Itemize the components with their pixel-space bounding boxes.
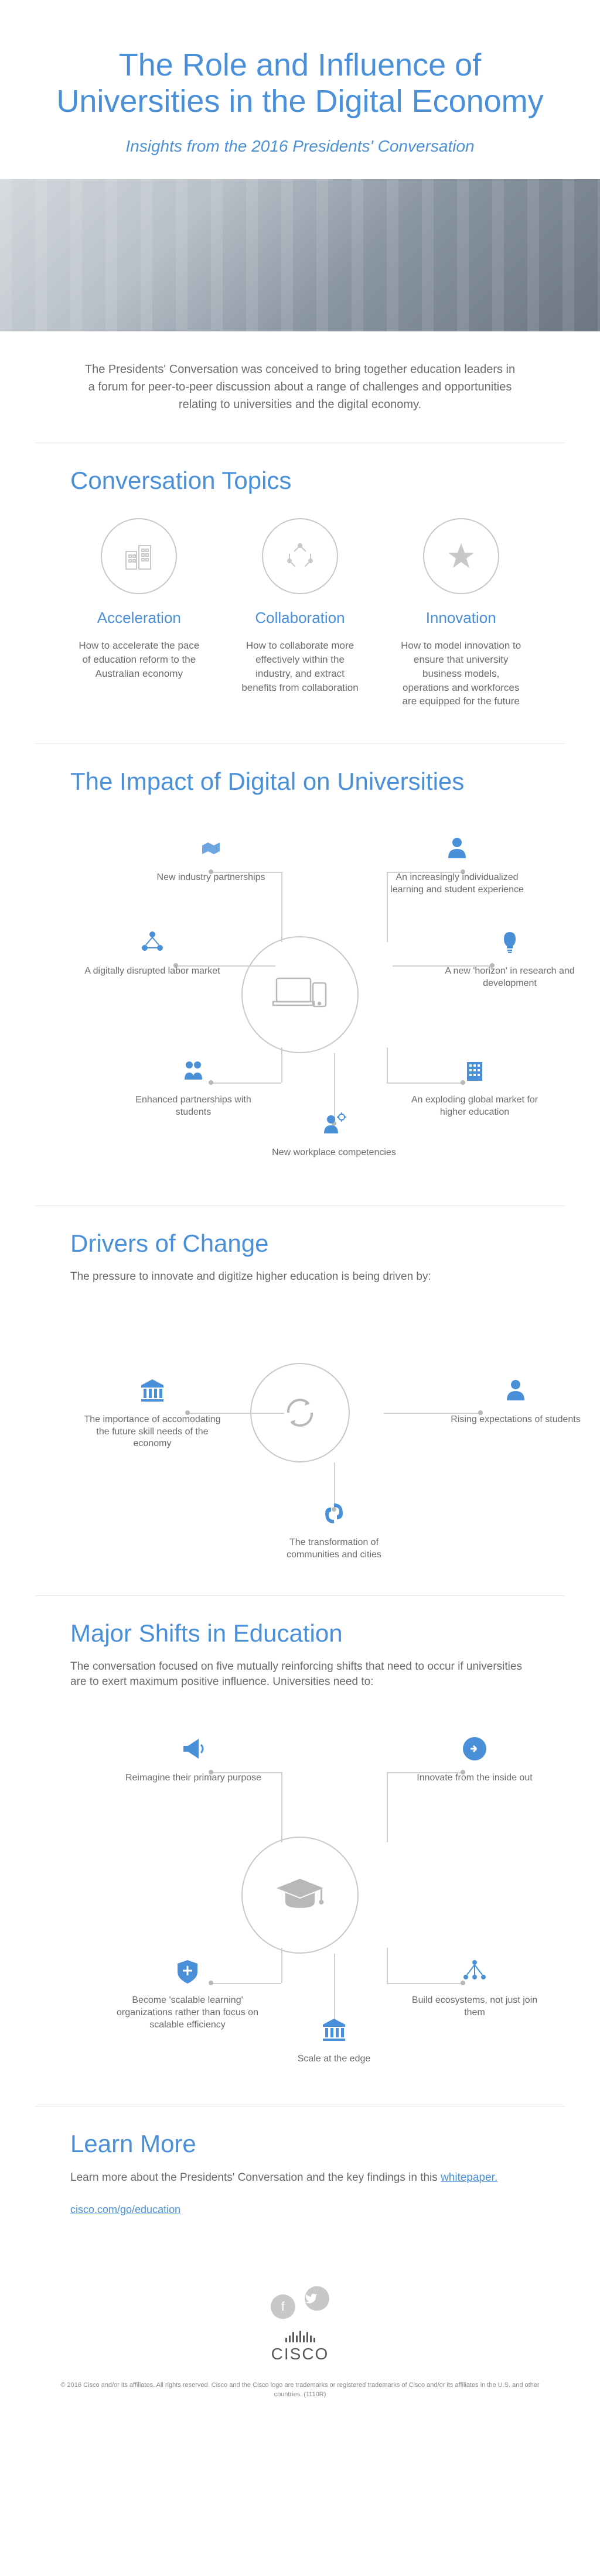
handshake-icon [193,831,229,866]
shift-node: Innovate from the inside out [404,1731,545,1784]
node-label: Rising expectations of students [445,1414,586,1426]
shift-node: Scale at the edge [264,2012,404,2065]
section-topics: Conversation Topics Acceleration How to … [35,443,565,744]
shift-node: Build ecosystems, not just join them [404,1954,545,2019]
impact-node: New industry partnerships [141,831,281,884]
shift-node: Reimagine their primary purpose [123,1731,264,1784]
section-shifts: Major Shifts in Education The conversati… [35,1595,565,2106]
topic-title: Innovation [392,609,530,627]
nodes-icon [457,1954,492,1989]
node-label: A digitally disrupted labor market [82,965,223,978]
title-line-2: Universities in the Digital Economy [56,84,543,119]
gear-person-icon [316,1106,352,1141]
drivers-diagram: The importance of accomodating the futur… [70,1314,530,1560]
node-label: An exploding global market for higher ed… [404,1094,545,1119]
intro-text: The Presidents' Conversation was conceiv… [0,331,600,443]
node-label: Innovate from the inside out [404,1772,545,1784]
institution-icon [135,1373,170,1408]
arrow-circle-icon [457,1731,492,1766]
shifts-title: Major Shifts in Education [70,1619,530,1647]
shifts-diagram: Reimagine their primary purpose Innovate… [70,1719,530,2071]
topic-innovation: Innovation How to model innovation to en… [392,518,530,708]
section-impact: The Impact of Digital on Universities [35,744,565,1205]
learn-text-pre: Learn more about the Presidents' Convers… [70,2171,441,2184]
node-label: New workplace competencies [264,1147,404,1159]
impact-title: The Impact of Digital on Universities [70,768,530,796]
drivers-title: Drivers of Change [70,1229,530,1258]
impact-node: Enhanced partnerships with students [123,1053,264,1119]
network-icon [135,924,170,960]
twitter-icon[interactable] [305,2286,329,2311]
cisco-logo: CISCO [0,2331,600,2363]
shield-plus-icon [170,1954,205,1989]
node-label: Reimagine their primary purpose [123,1772,264,1784]
topic-title: Acceleration [70,609,208,627]
topic-desc: How to collaborate more effectively with… [231,639,369,694]
learn-title: Learn More [70,2130,530,2158]
node-label: Become 'scalable learning' organizations… [105,1995,270,2031]
driver-node: The importance of accomodating the futur… [82,1373,223,1450]
header: The Role and Influence of Universities i… [0,0,600,179]
driver-node: Rising expectations of students [445,1373,586,1426]
lightbulb-icon [492,924,527,960]
megaphone-icon [176,1731,211,1766]
page-subtitle: Insights from the 2016 Presidents' Conve… [23,137,577,156]
columns-icon [316,2012,352,2047]
swirl-icon [316,1496,352,1531]
student-icon [498,1373,533,1408]
node-label: Scale at the edge [264,2053,404,2065]
person-icon [439,831,475,866]
drivers-intro: The pressure to innovate and digitize hi… [70,1269,530,1285]
impact-diagram: New industry partnerships A digitally di… [70,819,530,1170]
social-row: f [0,2286,600,2319]
impact-node: A digitally disrupted labor market [82,924,223,978]
title-line-1: The Role and Influence of [119,47,481,83]
topic-acceleration: Acceleration How to accelerate the pace … [70,518,208,708]
topics-title: Conversation Topics [70,467,530,495]
topic-desc: How to accelerate the pace of education … [70,639,208,680]
shifts-intro: The conversation focused on five mutuall… [70,1659,530,1690]
impact-node: A new 'horizon' in research and developm… [439,924,580,990]
topic-title: Collaboration [231,609,369,627]
node-label: Enhanced partnerships with students [123,1094,264,1119]
section-drivers: Drivers of Change The pressure to innova… [35,1205,565,1595]
node-label: An increasingly individualized learning … [387,872,527,896]
impact-node: An exploding global market for higher ed… [404,1053,545,1119]
building-icon [457,1053,492,1088]
hero-photo [0,179,600,331]
laptop-phone-icon [241,936,359,1053]
node-label: New industry partnerships [141,872,281,884]
star-icon [423,518,499,594]
topic-desc: How to model innovation to ensure that u… [392,639,530,708]
buildings-icon [101,518,177,594]
copyright: © 2016 Cisco and/or its affiliates. All … [0,2375,600,2423]
node-label: The transformation of communities and ci… [264,1537,404,1561]
shift-node: Become 'scalable learning' organizations… [105,1954,270,2031]
node-label: A new 'horizon' in research and developm… [439,965,580,990]
cycle-icon [262,518,338,594]
page-title: The Role and Influence of Universities i… [23,47,577,119]
section-learn-more: Learn More Learn more about the Presiden… [35,2106,565,2252]
people-icon [176,1053,211,1088]
learn-text: Learn more about the Presidents' Convers… [70,2170,530,2187]
facebook-icon[interactable]: f [271,2294,295,2319]
driver-node: The transformation of communities and ci… [264,1496,404,1561]
whitepaper-link[interactable]: whitepaper. [441,2171,497,2184]
node-label: The importance of accomodating the futur… [82,1414,223,1450]
topic-collaboration: Collaboration How to collaborate more ef… [231,518,369,708]
education-link[interactable]: cisco.com/go/education [70,2204,530,2216]
node-label: Build ecosystems, not just join them [404,1995,545,2019]
impact-node: New workplace competencies [264,1106,404,1159]
impact-node: An increasingly individualized learning … [387,831,527,896]
graduation-icon [241,1837,359,1954]
brand-text: CISCO [0,2345,600,2363]
